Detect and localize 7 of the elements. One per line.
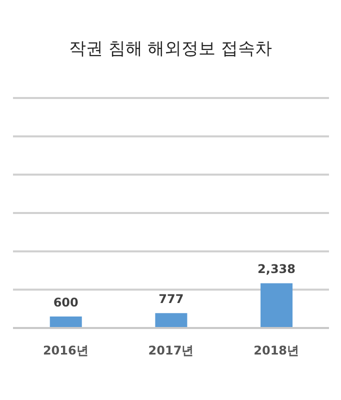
x-tick-label: 2017년	[148, 344, 194, 358]
x-tick-label: 2018년	[254, 344, 300, 358]
data-label: 2,338	[258, 262, 296, 276]
data-label: 600	[53, 296, 78, 310]
data-label: 777	[158, 292, 184, 306]
chart-title: 작권 침해 해외정보 접속차	[68, 38, 274, 60]
x-tick-label: 2016년	[42, 344, 88, 358]
